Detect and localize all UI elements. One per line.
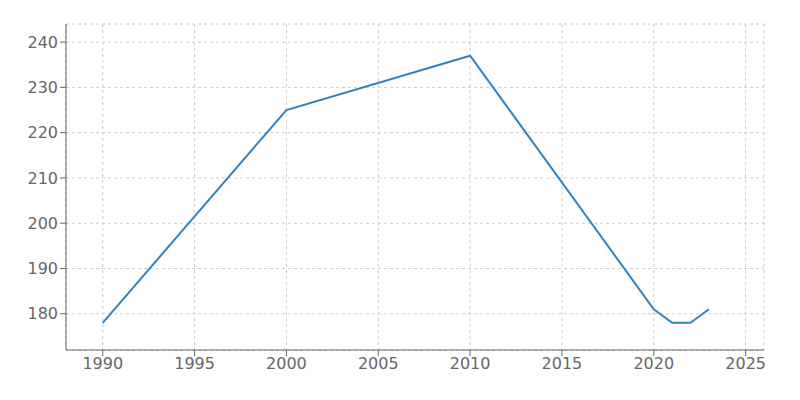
svg-text:220: 220 xyxy=(27,123,58,142)
svg-text:180: 180 xyxy=(27,304,58,323)
svg-text:2020: 2020 xyxy=(633,354,674,373)
svg-text:200: 200 xyxy=(27,214,58,233)
svg-text:2025: 2025 xyxy=(725,354,766,373)
svg-text:190: 190 xyxy=(27,259,58,278)
svg-text:1995: 1995 xyxy=(174,354,215,373)
svg-text:240: 240 xyxy=(27,33,58,52)
svg-text:2010: 2010 xyxy=(450,354,491,373)
svg-text:2015: 2015 xyxy=(542,354,583,373)
svg-text:210: 210 xyxy=(27,169,58,188)
svg-text:2000: 2000 xyxy=(266,354,307,373)
svg-text:1990: 1990 xyxy=(82,354,123,373)
svg-text:230: 230 xyxy=(27,78,58,97)
svg-text:2005: 2005 xyxy=(358,354,399,373)
